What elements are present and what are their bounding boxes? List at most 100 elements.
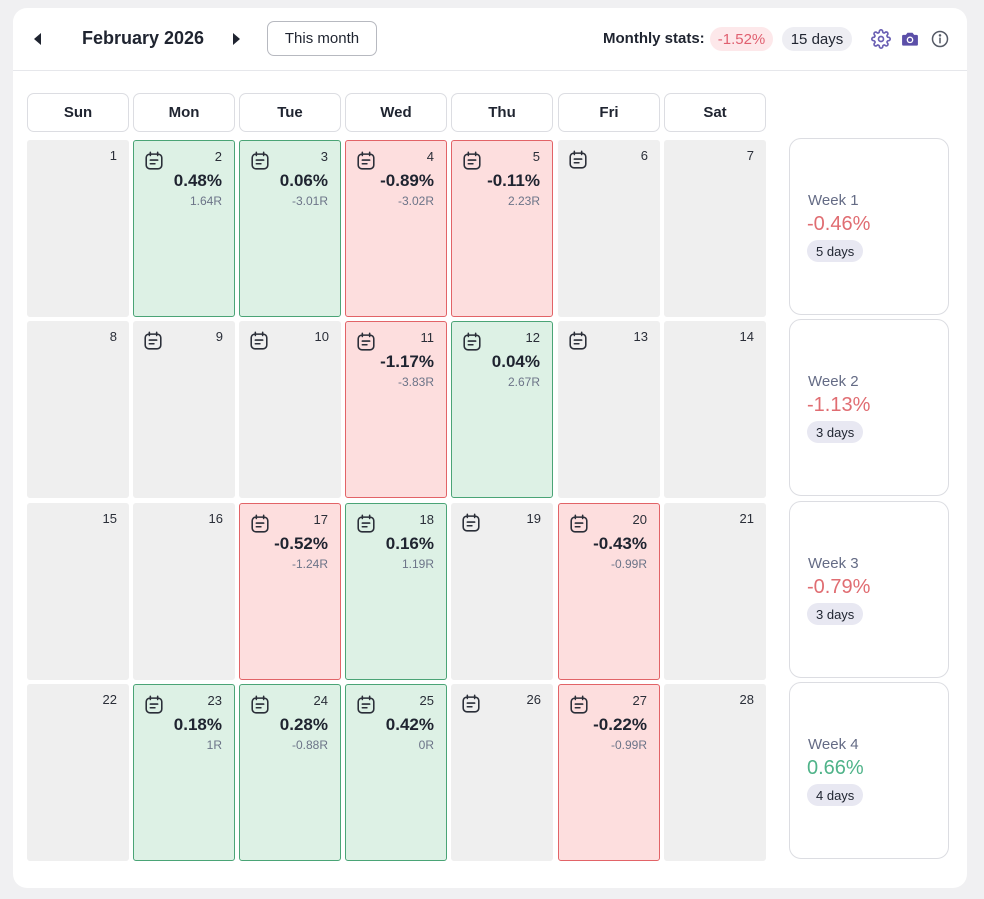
next-month-button[interactable]	[229, 30, 243, 48]
day-cell[interactable]: 8	[27, 321, 129, 498]
day-cell[interactable]: 7	[664, 140, 766, 317]
day-cell[interactable]: 16	[133, 503, 235, 680]
day-cell[interactable]: 1	[27, 140, 129, 317]
calendar-note-icon[interactable]	[460, 693, 482, 715]
week-pct-change: -0.46%	[807, 213, 871, 235]
calendar-note-icon[interactable]	[249, 150, 271, 172]
calendar-note-icon[interactable]	[567, 330, 589, 352]
week-label: Week 3	[808, 555, 859, 572]
day-number: 1	[109, 148, 117, 163]
day-number: 23	[207, 693, 222, 708]
day-cell[interactable]: 5 -0.11% 2.23R	[451, 140, 553, 317]
day-number: 27	[632, 693, 647, 708]
day-r-multiple: -3.01R	[291, 194, 328, 208]
calendar-note-icon[interactable]	[142, 330, 164, 352]
day-cell[interactable]: 26	[451, 684, 553, 861]
monthly-stats-days-badge: 15 days	[782, 27, 852, 51]
day-cell[interactable]: 24 0.28% -0.88R	[239, 684, 341, 861]
weekday-header-wed: Wed	[345, 93, 447, 132]
day-number: 8	[109, 329, 117, 344]
calendar-note-icon[interactable]	[460, 512, 482, 534]
calendar-note-icon[interactable]	[461, 331, 483, 353]
day-cell[interactable]: 2 0.48% 1.64R	[133, 140, 235, 317]
day-number: 28	[739, 692, 754, 707]
day-cell[interactable]: 10	[239, 321, 341, 498]
day-cell[interactable]: 21	[664, 503, 766, 680]
week-days-badge: 4 days	[807, 784, 864, 806]
day-pct-change: 0.04%	[491, 352, 540, 371]
calendar-note-icon[interactable]	[249, 513, 271, 535]
calendar-note-icon[interactable]	[461, 150, 483, 172]
weekday-header-mon: Mon	[133, 93, 235, 132]
day-cell[interactable]: 15	[27, 503, 129, 680]
week-days-badge: 3 days	[807, 603, 864, 625]
day-number: 3	[320, 149, 328, 164]
weekday-header-tue: Tue	[239, 93, 341, 132]
week-summary-card: Week 1 -0.46% 5 days	[789, 138, 949, 315]
calendar-note-icon[interactable]	[355, 150, 377, 172]
day-cell[interactable]: 12 0.04% 2.67R	[451, 321, 553, 498]
prev-month-button[interactable]	[31, 30, 45, 48]
day-cell[interactable]: 13	[558, 321, 660, 498]
day-pct-change: 0.16%	[385, 534, 434, 553]
calendar-note-icon[interactable]	[355, 331, 377, 353]
month-title: February 2026	[82, 28, 205, 48]
week-pct-change: 0.66%	[807, 757, 864, 779]
day-cell[interactable]: 4 -0.89% -3.02R	[345, 140, 447, 317]
day-r-multiple: -0.99R	[610, 557, 647, 571]
day-r-multiple: 2.23R	[507, 194, 540, 208]
day-cell[interactable]: 25 0.42% 0R	[345, 684, 447, 861]
week-label: Week 2	[808, 373, 859, 390]
day-pct-change: -1.17%	[380, 352, 434, 371]
week-days-badge: 3 days	[807, 421, 864, 443]
calendar-note-icon[interactable]	[568, 694, 590, 716]
day-r-multiple: -0.99R	[610, 738, 647, 752]
day-cell[interactable]: 19	[451, 503, 553, 680]
week-summary-card: Week 4 0.66% 4 days	[789, 682, 949, 859]
day-cell[interactable]: 23 0.18% 1R	[133, 684, 235, 861]
day-pct-change: -0.52%	[274, 534, 328, 553]
week-label: Week 4	[808, 736, 859, 753]
day-cell[interactable]: 3 0.06% -3.01R	[239, 140, 341, 317]
day-r-multiple: 0R	[418, 738, 434, 752]
calendar-note-icon[interactable]	[355, 513, 377, 535]
camera-icon[interactable]	[900, 29, 920, 49]
day-pct-change: 0.18%	[173, 715, 222, 734]
gear-icon[interactable]	[871, 29, 891, 49]
day-r-multiple: 1.19R	[401, 557, 434, 571]
day-r-multiple: -3.83R	[397, 375, 434, 389]
day-cell[interactable]: 6	[558, 140, 660, 317]
calendar-note-icon[interactable]	[249, 694, 271, 716]
calendar-note-icon[interactable]	[143, 150, 165, 172]
day-cell[interactable]: 28	[664, 684, 766, 861]
day-number: 2	[214, 149, 222, 164]
day-cell[interactable]: 11 -1.17% -3.83R	[345, 321, 447, 498]
calendar-note-icon[interactable]	[355, 694, 377, 716]
calendar-note-icon[interactable]	[568, 513, 590, 535]
day-number: 17	[313, 512, 328, 527]
day-number: 9	[215, 329, 223, 344]
day-r-multiple: -3.02R	[397, 194, 434, 208]
day-cell[interactable]: 27 -0.22% -0.99R	[558, 684, 660, 861]
day-cell[interactable]: 17 -0.52% -1.24R	[239, 503, 341, 680]
day-cell[interactable]: 20 -0.43% -0.99R	[558, 503, 660, 680]
day-r-multiple: -1.24R	[291, 557, 328, 571]
day-number: 20	[632, 512, 647, 527]
week-pct-change: -1.13%	[807, 394, 871, 416]
info-icon[interactable]	[930, 29, 950, 49]
weekday-header-thu: Thu	[451, 93, 553, 132]
day-pct-change: 0.48%	[173, 171, 222, 190]
day-number: 26	[526, 692, 541, 707]
weekday-header-sun: Sun	[27, 93, 129, 132]
day-cell[interactable]: 22	[27, 684, 129, 861]
week-pct-change: -0.79%	[807, 576, 871, 598]
calendar-note-icon[interactable]	[248, 330, 270, 352]
calendar-note-icon[interactable]	[567, 149, 589, 171]
calendar-card: February 2026 This month Monthly stats: …	[13, 8, 967, 888]
weekday-header-sat: Sat	[664, 93, 766, 132]
calendar-note-icon[interactable]	[143, 694, 165, 716]
day-cell[interactable]: 9	[133, 321, 235, 498]
day-cell[interactable]: 18 0.16% 1.19R	[345, 503, 447, 680]
day-cell[interactable]: 14	[664, 321, 766, 498]
this-month-button[interactable]: This month	[267, 21, 377, 56]
